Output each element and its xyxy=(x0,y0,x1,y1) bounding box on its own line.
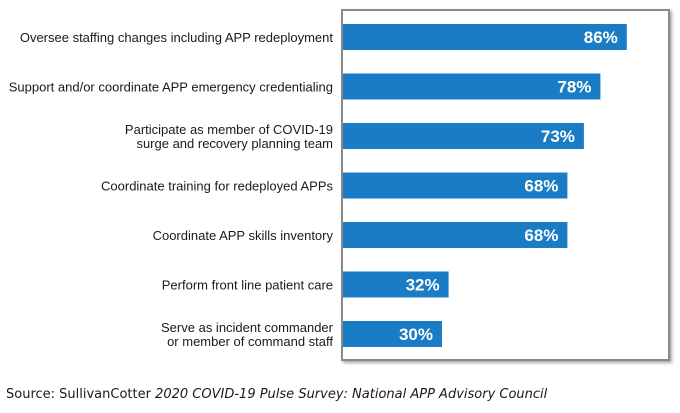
bar-value-label-6: 32% xyxy=(406,276,440,295)
category-label-2: Support and/or coordinate APP emergency … xyxy=(9,80,333,95)
category-label-5: Coordinate APP skills inventory xyxy=(153,228,334,243)
bar-value-label-7: 30% xyxy=(399,325,433,344)
category-label-3-line-1: Participate as member of COVID-19 xyxy=(125,122,333,137)
bar-value-label-3: 73% xyxy=(541,127,575,146)
source-prefix: Source: SullivanCotter xyxy=(6,387,156,402)
bar-7 xyxy=(343,321,442,347)
bar-6 xyxy=(343,271,449,298)
bar-value-label-2: 78% xyxy=(557,78,591,97)
category-label-1: Oversee staffing changes including APP r… xyxy=(20,30,334,45)
category-label-4: Coordinate training for redeployed APPs xyxy=(101,179,333,194)
bars-layer: 86% 78% 73% 68% 68% 32% 30% xyxy=(343,24,627,347)
category-label-7-line-2: or member of command staff xyxy=(167,334,333,349)
source-note: Source: SullivanCotter 2020 COVID-19 Pul… xyxy=(6,387,547,402)
bar-value-label-4: 68% xyxy=(524,177,558,196)
bar-value-label-1: 86% xyxy=(584,28,618,47)
category-label-7-line-1: Serve as incident commander xyxy=(161,320,334,335)
bar-value-label-5: 68% xyxy=(524,226,558,245)
category-label-3-line-2: surge and recovery planning team xyxy=(136,136,333,151)
bar-1 xyxy=(343,24,627,50)
bar-4 xyxy=(343,172,568,199)
chart: 86% 78% 73% 68% 68% 32% 30% Oversee staffing c… xyxy=(9,9,670,361)
bar-2 xyxy=(343,73,601,100)
bar-5 xyxy=(343,222,568,248)
category-labels: Oversee staffing changes including APP r… xyxy=(9,30,334,349)
source-title: 2020 COVID-19 Pulse Survey: National APP… xyxy=(155,387,548,402)
bar-3 xyxy=(343,123,584,149)
category-label-6: Perform front line patient care xyxy=(162,278,333,293)
